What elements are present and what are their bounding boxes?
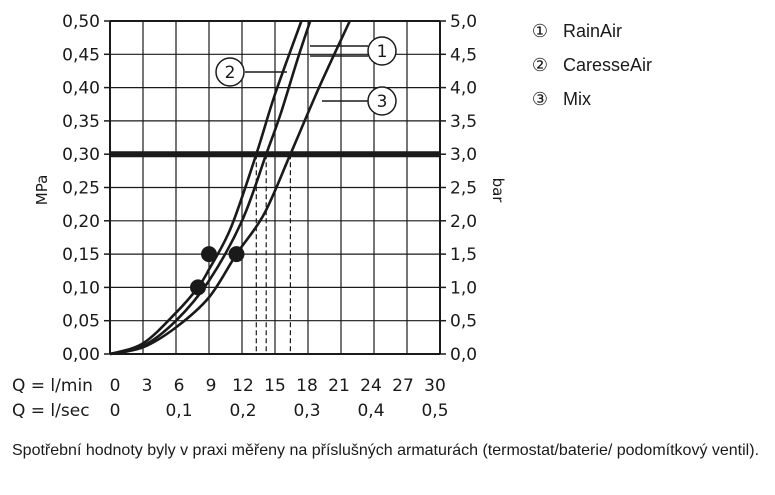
curve-series-2 xyxy=(109,20,303,356)
y-tick-label-left: 0,10 xyxy=(62,278,100,298)
marker-series-2 xyxy=(190,279,206,296)
legend-label: RainAir xyxy=(563,21,622,41)
x-tick-label-row-2: 0 xyxy=(110,401,121,421)
callouts: 1 2 3 xyxy=(215,36,397,116)
x-tick-label-row-1: 27 xyxy=(392,376,414,396)
legend-symbol: ② xyxy=(532,55,548,75)
callout-label-3: 3 xyxy=(377,92,388,112)
x-tick-label-row-1: 3 xyxy=(142,376,153,396)
markers xyxy=(190,246,245,296)
y-tick-label-right: 0,0 xyxy=(450,345,477,365)
y-tick-label-right: 1,0 xyxy=(450,278,477,298)
x-tick-label-row-2: 0,2 xyxy=(229,401,256,421)
x-ticks: Q = l/min 0 3 6 9 12 15 18 21 24 27 30 Q = l/sec 0 0,1… xyxy=(12,376,449,421)
y-tick-label-left: 0,15 xyxy=(62,245,100,265)
x-tick-label-row-1: 6 xyxy=(174,376,185,396)
y-tick-label-right: 1,5 xyxy=(450,245,477,265)
y-tick-label-left: 0,45 xyxy=(62,45,100,65)
y-tick-label-right: 4,0 xyxy=(450,79,477,99)
x-tick-label-row-1: 21 xyxy=(328,376,350,396)
y-tick-label-left: 0,00 xyxy=(62,345,100,365)
callout-circle-2 xyxy=(215,57,245,87)
x-tick-label-row-2: 0,5 xyxy=(421,401,448,421)
x-tick-label-row-2: 0,3 xyxy=(293,401,320,421)
curve-series-1 xyxy=(109,20,312,356)
marker-series-3 xyxy=(228,246,245,263)
y-axis-label-right: bar xyxy=(489,178,507,204)
drop-lines xyxy=(255,154,291,354)
y-axis-label-left: MPa xyxy=(33,175,51,206)
y-tick-label-left: 0,40 xyxy=(62,79,100,99)
x-tick-label-row-1: 18 xyxy=(296,376,318,396)
legend-label: Mix xyxy=(563,89,591,109)
x-tick-label-row-1: 30 xyxy=(424,376,446,396)
x-tick-label-row-2: 0,4 xyxy=(357,401,384,421)
y-tick-label-left: 0,30 xyxy=(62,145,100,165)
y-ticks-left: 0,00 0,05 0,10 0,15 0,20 0,25 0,30 0,35 0,40 0,45… xyxy=(62,12,100,365)
y-tick-label-right: 4,5 xyxy=(450,45,477,65)
y-tick-label-left: 0,50 xyxy=(62,12,100,32)
chart: 123 0,000,050,100,150,200,250,300,350,40… xyxy=(12,12,652,421)
y-ticks-right: 0,0 0,5 1,0 1,5 2,0 2,5 3,0 3,5 4,0 4,5 5,0 xyxy=(450,12,477,365)
x-axis-label-row-1: Q = l/min xyxy=(12,376,93,396)
legend-symbol: ① xyxy=(532,21,548,41)
callout-circle-3 xyxy=(367,86,397,116)
callout-circle-1 xyxy=(367,36,397,66)
marker-series-1 xyxy=(201,246,217,263)
x-axis-label-row-2: Q = l/sec xyxy=(12,401,90,421)
y-tick-label-left: 0,25 xyxy=(62,179,100,199)
y-tick-label-left: 0,20 xyxy=(62,212,100,232)
y-tick-label-right: 3,0 xyxy=(450,145,477,165)
y-tick-label-left: 0,05 xyxy=(62,312,100,332)
legend-symbol: ③ xyxy=(532,89,548,109)
x-tick-label-row-1: 9 xyxy=(206,376,217,396)
y-tick-label-left: 0,35 xyxy=(62,112,100,132)
x-tick-label-row-1: 24 xyxy=(360,376,382,396)
footnote: Spotřební hodnoty byly v praxi měřeny na… xyxy=(12,442,760,459)
x-tick-label-row-2: 0,1 xyxy=(165,401,192,421)
y-tick-label-right: 2,0 xyxy=(450,212,477,232)
x-tick-label-row-1: 0 xyxy=(110,376,121,396)
y-tick-label-right: 3,5 xyxy=(450,112,477,132)
x-tick-label-row-1: 12 xyxy=(232,376,254,396)
y-tick-label-right: 5,0 xyxy=(450,12,477,32)
legend: ① RainAir ② CaresseAir ③ Mix xyxy=(532,21,652,109)
callout-label-1: 1 xyxy=(377,42,388,62)
y-tick-label-right: 0,5 xyxy=(450,312,477,332)
x-tick-label-row-1: 15 xyxy=(264,376,286,396)
y-tick-label-right: 2,5 xyxy=(450,179,477,199)
callout-label-2: 2 xyxy=(225,63,236,83)
legend-label: CaresseAir xyxy=(563,55,652,75)
